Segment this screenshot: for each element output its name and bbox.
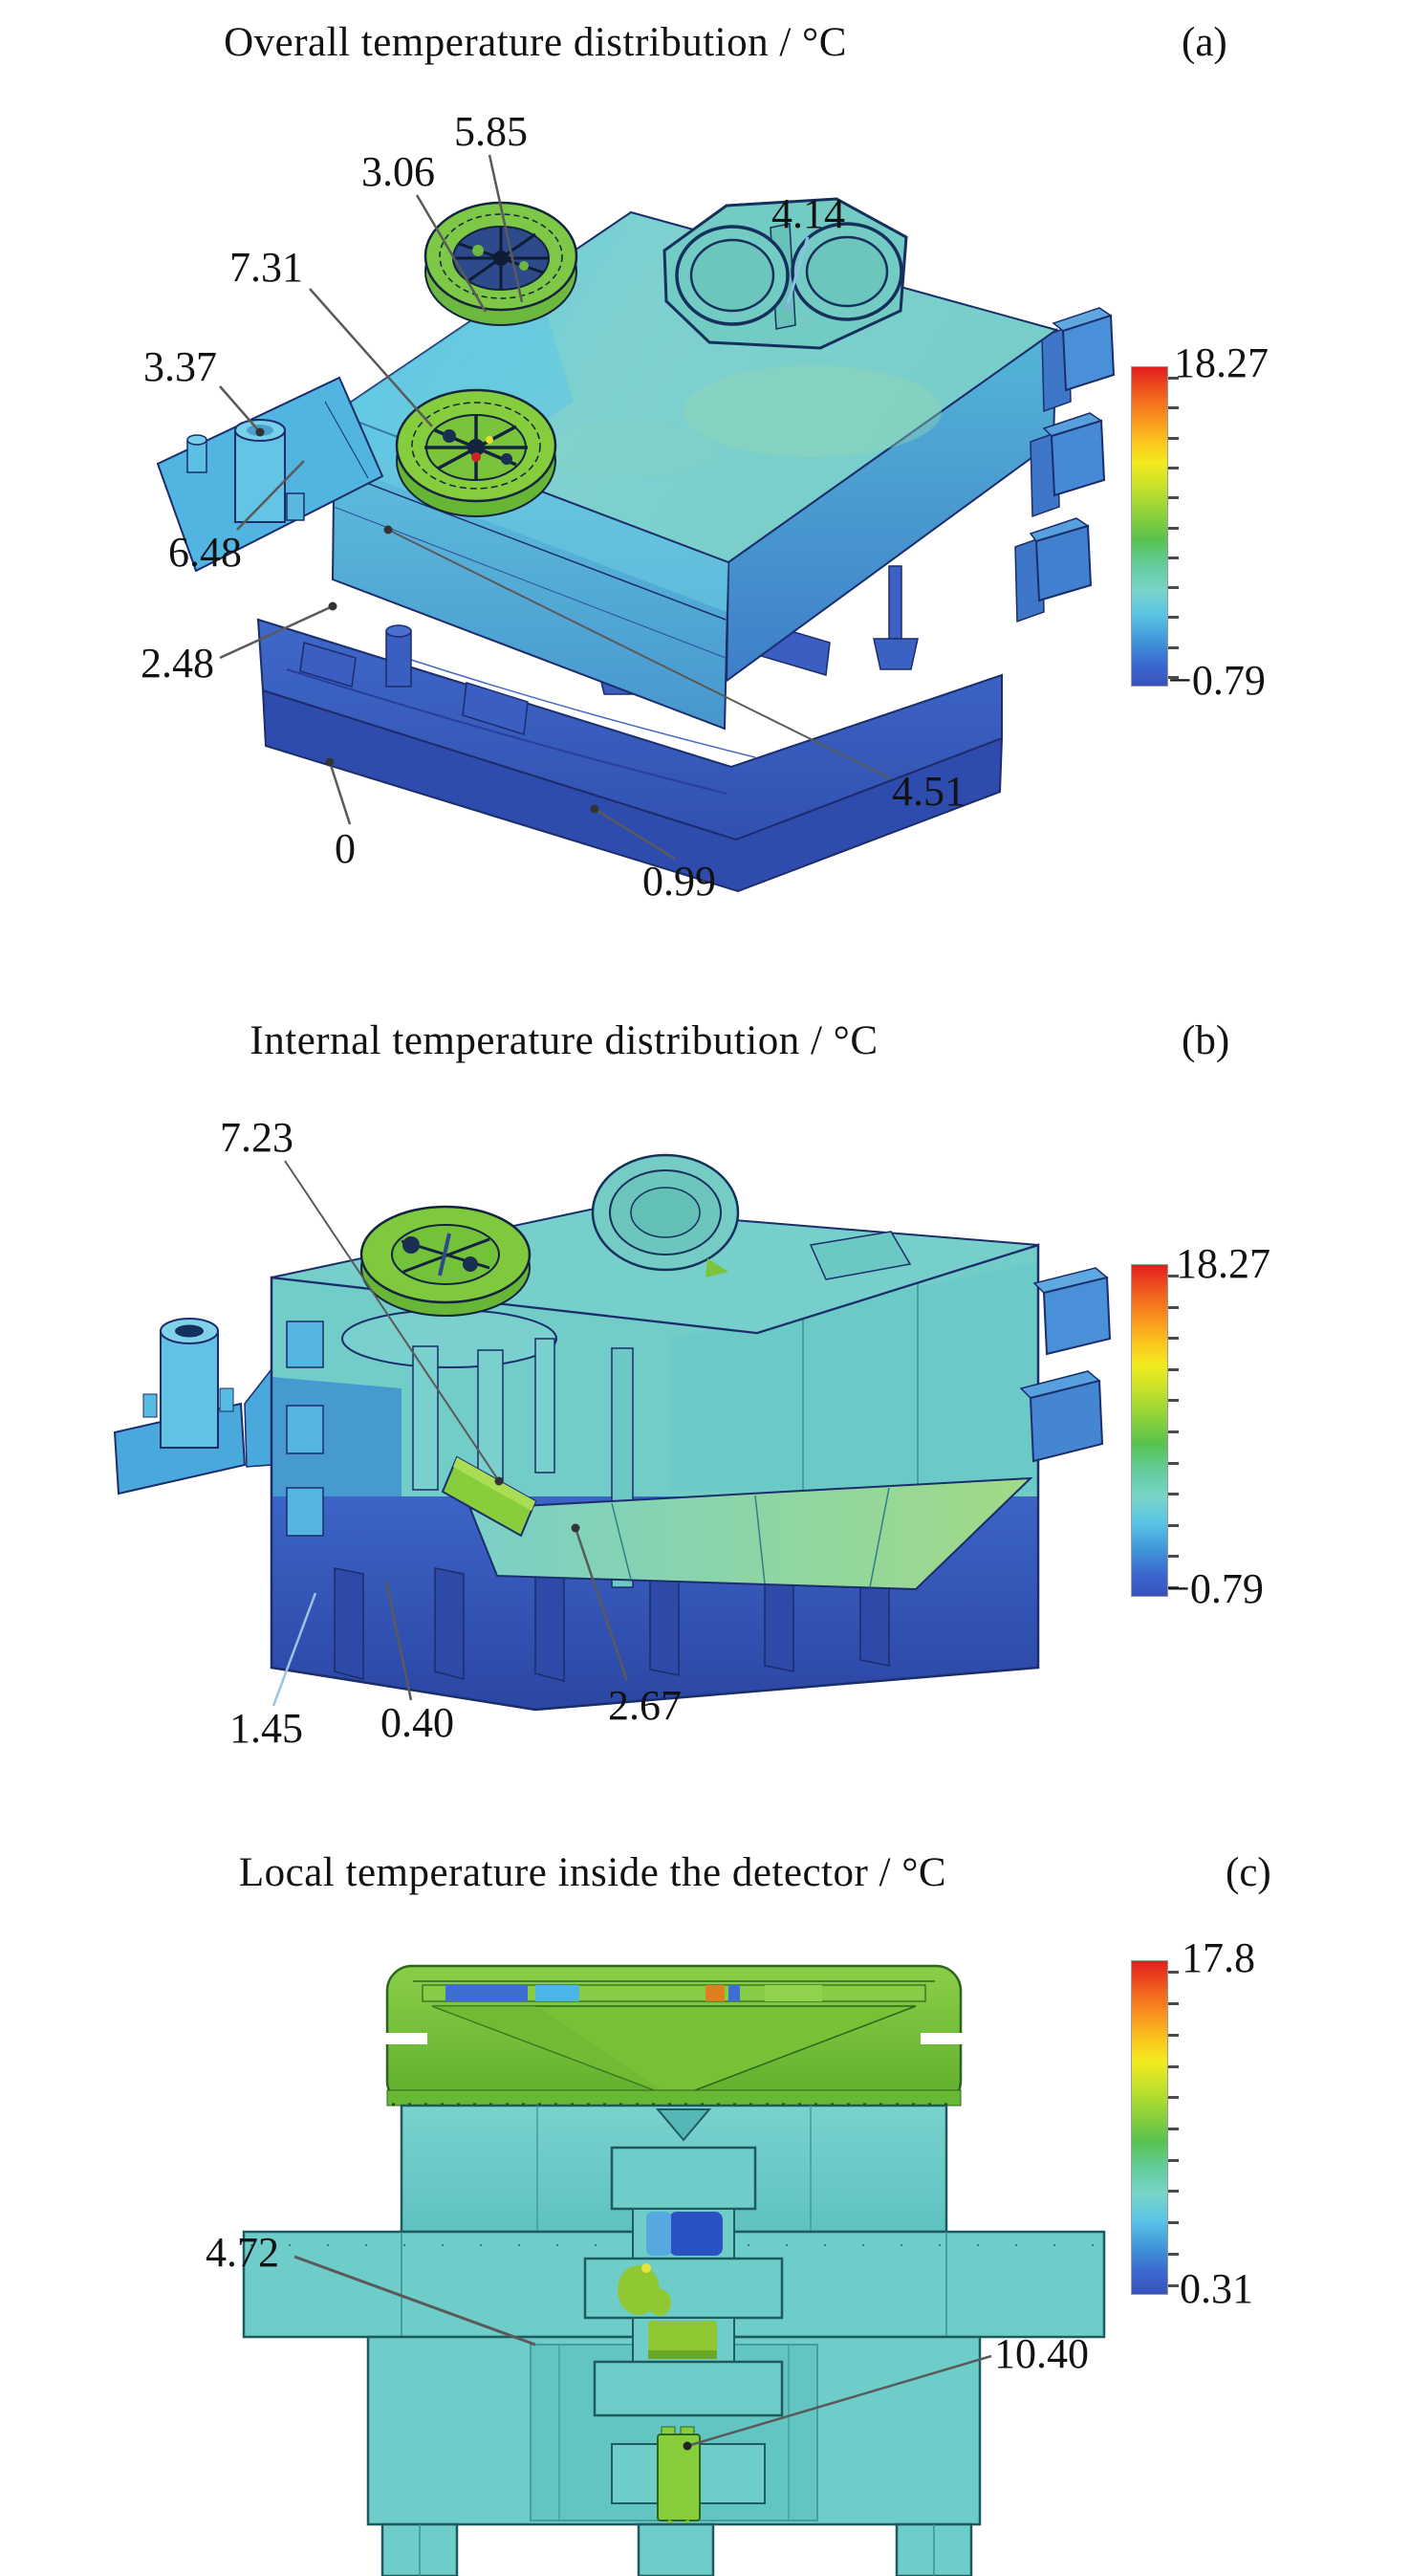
colorbar-b-max: 18.27 bbox=[1176, 1240, 1270, 1287]
leader-7.23 bbox=[284, 1160, 500, 1482]
leader-2.67 bbox=[574, 1527, 629, 1682]
colorbar-a-gradient bbox=[1132, 367, 1167, 686]
label-10.40: 10.40 bbox=[994, 2330, 1089, 2377]
leader-7.31 bbox=[309, 288, 433, 427]
colorbar-b-min: −0.79 bbox=[1166, 1565, 1264, 1612]
panel-b-tag: (b) bbox=[1182, 1018, 1230, 1063]
side-connectors bbox=[1014, 307, 1116, 623]
leader-dot bbox=[494, 1476, 504, 1486]
label-0: 0 bbox=[335, 825, 356, 872]
panel-c-tag: (c) bbox=[1226, 1850, 1271, 1895]
leader-3.06 bbox=[415, 194, 488, 313]
label-3.37: 3.37 bbox=[143, 343, 217, 390]
side-connectors-b bbox=[1019, 1267, 1112, 1463]
model-internal-cutaway bbox=[113, 1153, 1112, 1712]
label-4.14: 4.14 bbox=[771, 190, 845, 237]
colorbar-c-ticks bbox=[1132, 1961, 1179, 2294]
label-4.51: 4.51 bbox=[892, 768, 966, 815]
leader-dot bbox=[590, 804, 599, 814]
leader-3.37 bbox=[219, 385, 261, 433]
label-4.72: 4.72 bbox=[206, 2229, 279, 2276]
leader-dot bbox=[571, 1523, 580, 1533]
fan-cut-view bbox=[359, 1205, 532, 1317]
leader-0.99 bbox=[594, 807, 676, 861]
optical-head bbox=[662, 197, 908, 350]
left-wing-assembly bbox=[156, 376, 384, 573]
green-heat-bar bbox=[441, 1455, 537, 1538]
panel-c-title: Local temperature inside the detector / … bbox=[238, 1850, 947, 1895]
label-0.99: 0.99 bbox=[642, 858, 716, 905]
label-3.06: 3.06 bbox=[361, 148, 435, 195]
colorbar-c-min: 0.31 bbox=[1180, 2265, 1253, 2312]
leader-6.48 bbox=[236, 460, 305, 531]
model-detector-section bbox=[242, 1964, 1106, 2576]
colorbar-a-ticks bbox=[1132, 367, 1179, 686]
colorbar-b-gradient bbox=[1132, 1265, 1167, 1596]
leader-4.72 bbox=[293, 2255, 536, 2347]
label-2.48: 2.48 bbox=[141, 640, 214, 687]
leader-dot bbox=[328, 601, 337, 611]
leader-5.85 bbox=[488, 154, 524, 303]
green-cold-finger bbox=[657, 2434, 701, 2521]
leader-10.40 bbox=[686, 2354, 992, 2448]
panel-a-title: Overall temperature distribution / °C bbox=[224, 20, 847, 65]
internal-optics-stack bbox=[583, 2108, 784, 2576]
colorbar-b-ticks bbox=[1132, 1265, 1179, 1596]
left-tower bbox=[113, 1318, 272, 1495]
leader-2.48 bbox=[219, 604, 334, 660]
label-2.67: 2.67 bbox=[608, 1682, 682, 1729]
leader-1.45 bbox=[271, 1592, 317, 1707]
label-0.40: 0.40 bbox=[380, 1699, 454, 1746]
leader-4.14 bbox=[786, 236, 810, 305]
leader-4.51 bbox=[387, 529, 891, 779]
base-ribs bbox=[334, 1560, 890, 1682]
leader-0 bbox=[328, 761, 352, 825]
fan-upper bbox=[423, 201, 578, 326]
panel-a-tag: (a) bbox=[1182, 20, 1227, 65]
model-overall-housing bbox=[156, 197, 1116, 893]
panel-b-title: Internal temperature distribution / °C bbox=[250, 1018, 879, 1063]
label-7.31: 7.31 bbox=[229, 244, 303, 291]
colorbar-a-max: 18.27 bbox=[1174, 339, 1269, 386]
dome-cut-view bbox=[591, 1153, 740, 1277]
fan-lower bbox=[395, 388, 557, 517]
label-1.45: 1.45 bbox=[229, 1705, 303, 1752]
leader-dot bbox=[784, 302, 792, 310]
leader-dot bbox=[255, 427, 265, 437]
label-7.23: 7.23 bbox=[220, 1114, 293, 1161]
leader-dot bbox=[383, 525, 393, 535]
colorbar-c-gradient bbox=[1132, 1961, 1167, 2294]
colorbar-c-max: 17.8 bbox=[1182, 1934, 1255, 1981]
leader-lines bbox=[219, 154, 992, 2451]
label-6.48: 6.48 bbox=[168, 529, 242, 576]
colorbar-c bbox=[1131, 1960, 1179, 2295]
cap-color-strip bbox=[422, 1984, 926, 2002]
colorbar-a bbox=[1131, 366, 1179, 687]
label-5.85: 5.85 bbox=[454, 108, 528, 155]
colorbar-a-min: −0.79 bbox=[1168, 657, 1266, 704]
leader-0.40 bbox=[384, 1581, 413, 1701]
leader-dot bbox=[325, 757, 335, 767]
leader-dot bbox=[683, 2441, 692, 2451]
colorbar-b bbox=[1131, 1264, 1179, 1597]
detector-feet bbox=[380, 2522, 973, 2576]
